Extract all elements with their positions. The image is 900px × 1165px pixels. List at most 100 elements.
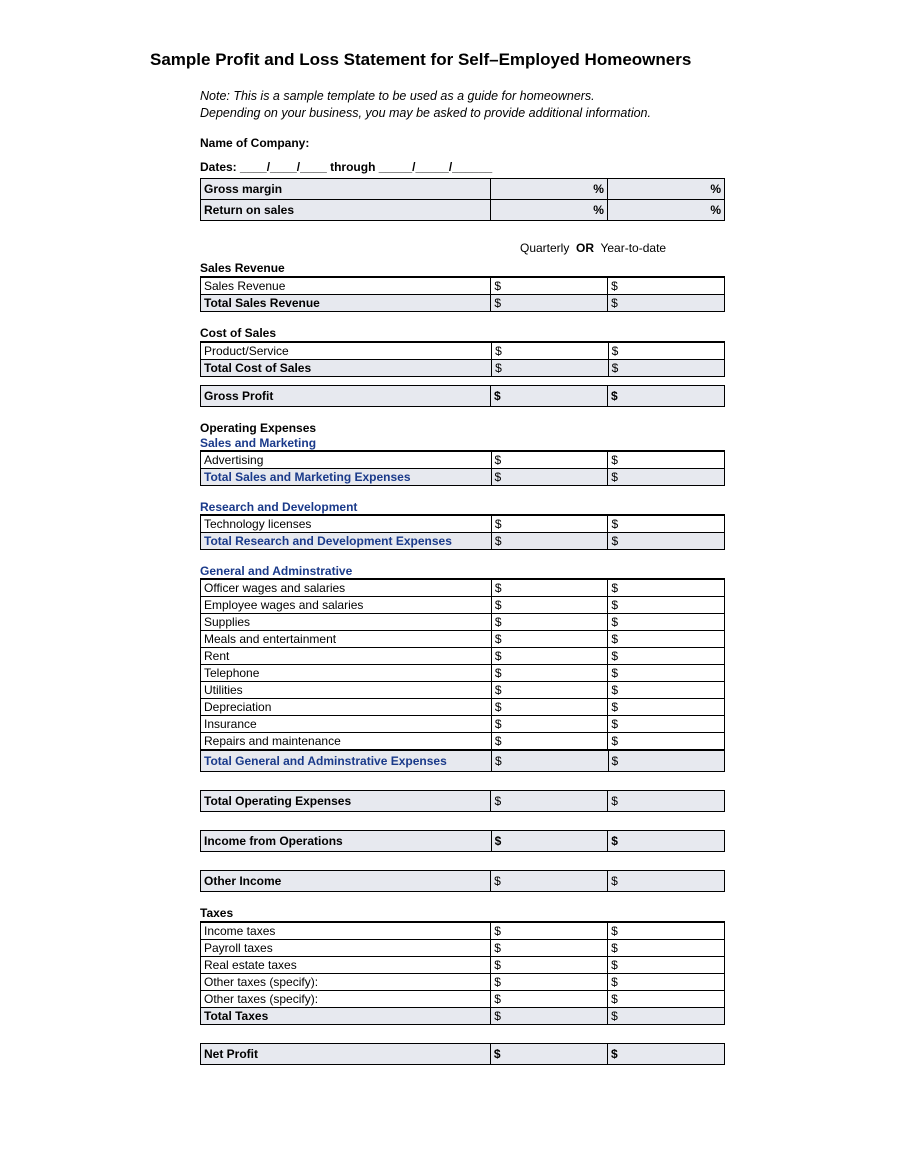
ga-row-label: Supplies [201,613,492,630]
amount-cell[interactable]: $ [608,1007,725,1024]
amount-cell[interactable]: $ [491,613,608,630]
amount-cell[interactable]: $ [491,277,608,294]
amount-cell[interactable]: $ [608,532,725,549]
ga-row-label: Employee wages and salaries [201,596,492,613]
net-profit-table: Net Profit $ $ [200,1043,725,1065]
amount-cell[interactable]: $ [491,515,608,532]
amount-cell[interactable]: $ [491,922,608,939]
amount-cell[interactable]: $ [491,1007,608,1024]
cost-of-sales-table: Product/Service $ $ Total Cost of Sales … [200,342,725,377]
total-sales-marketing-label: Total Sales and Marketing Expenses [201,468,492,485]
amount-cell[interactable]: $ [608,698,725,715]
gross-profit-label: Gross Profit [201,385,491,406]
amount-cell[interactable]: $ [608,922,725,939]
period-line: Quarterly OR Year-to-date [200,241,725,255]
operating-expenses-header: Operating Expenses [200,421,725,436]
amount-cell[interactable]: $ [608,750,725,771]
amount-cell[interactable]: $ [491,790,608,811]
period-ytd: Year-to-date [600,241,666,255]
amount-cell[interactable]: $ [491,870,608,891]
taxes-table: Income taxes$$ Payroll taxes$$ Real esta… [200,922,725,1025]
amount-cell[interactable]: $ [491,451,608,468]
amount-cell[interactable]: $ [608,681,725,698]
other-income-label: Other Income [201,870,491,891]
amount-cell[interactable]: $ [490,385,607,406]
advertising-label: Advertising [201,451,492,468]
amount-cell[interactable]: $ [608,277,725,294]
amount-cell[interactable]: $ [608,596,725,613]
amount-cell[interactable]: $ [491,715,608,732]
sales-marketing-table: Advertising $ $ Total Sales and Marketin… [200,451,725,486]
total-r-and-d-label: Total Research and Development Expenses [201,532,492,549]
amount-cell[interactable]: $ [608,451,725,468]
amount-cell[interactable]: $ [608,973,725,990]
amount-cell[interactable]: $ [608,732,725,749]
amount-cell[interactable]: $ [608,664,725,681]
amount-cell[interactable]: $ [608,790,725,811]
total-sales-revenue-label: Total Sales Revenue [201,294,491,311]
amount-cell[interactable]: $ [491,579,608,596]
g-and-a-table: Officer wages and salaries$$ Employee wa… [200,579,725,750]
amount-cell[interactable]: $ [608,630,725,647]
g-and-a-total-table: Total General and Adminstrative Expenses… [200,750,725,772]
ga-row-label: Rent [201,647,492,664]
income-from-ops-table: Income from Operations $ $ [200,830,725,852]
amount-cell[interactable]: $ [608,613,725,630]
period-or: OR [576,241,594,255]
ga-row-label: Utilities [201,681,492,698]
amount-cell[interactable]: $ [608,359,724,376]
amount-cell[interactable]: $ [491,681,608,698]
amount-cell[interactable]: $ [608,294,725,311]
gross-margin-col1: % [490,178,607,199]
taxes-header: Taxes [200,906,725,922]
ga-row-label: Insurance [201,715,492,732]
amount-cell[interactable]: $ [608,647,725,664]
r-and-d-header: Research and Development [200,500,725,515]
amount-cell[interactable]: $ [608,830,725,851]
amount-cell[interactable]: $ [491,830,608,851]
amount-cell[interactable]: $ [608,990,725,1007]
page-title: Sample Profit and Loss Statement for Sel… [150,50,750,70]
product-service-label: Product/Service [201,342,492,359]
amount-cell[interactable]: $ [491,939,608,956]
tax-row-label: Income taxes [201,922,491,939]
amount-cell[interactable]: $ [607,385,724,406]
amount-cell[interactable]: $ [491,664,608,681]
amount-cell[interactable]: $ [491,956,608,973]
return-on-sales-col2: % [607,199,724,220]
amount-cell[interactable]: $ [490,1043,607,1064]
metrics-table: Gross margin % % Return on sales % % [200,178,725,221]
other-income-table: Other Income $ $ [200,870,725,892]
amount-cell[interactable]: $ [608,579,725,596]
amount-cell[interactable]: $ [491,532,608,549]
gross-margin-col2: % [607,178,724,199]
amount-cell[interactable]: $ [608,342,724,359]
period-quarterly: Quarterly [520,241,569,255]
amount-cell[interactable]: $ [491,468,608,485]
sales-revenue-header: Sales Revenue [200,261,725,277]
amount-cell[interactable]: $ [608,956,725,973]
amount-cell[interactable]: $ [608,870,725,891]
amount-cell[interactable]: $ [491,732,608,749]
amount-cell[interactable]: $ [491,647,608,664]
amount-cell[interactable]: $ [491,630,608,647]
amount-cell[interactable]: $ [608,939,725,956]
ga-row-label: Meals and entertainment [201,630,492,647]
total-cost-of-sales-label: Total Cost of Sales [201,359,492,376]
sales-revenue-table: Sales Revenue $ $ Total Sales Revenue $ … [200,277,725,312]
return-on-sales-label: Return on sales [201,199,491,220]
amount-cell[interactable]: $ [492,359,608,376]
amount-cell[interactable]: $ [491,294,608,311]
amount-cell[interactable]: $ [607,1043,724,1064]
amount-cell[interactable]: $ [491,698,608,715]
total-g-and-a-label: Total General and Adminstrative Expenses [201,750,492,771]
amount-cell[interactable]: $ [491,596,608,613]
amount-cell[interactable]: $ [608,715,725,732]
amount-cell[interactable]: $ [608,515,725,532]
amount-cell[interactable]: $ [491,973,608,990]
company-name-label: Name of Company: [200,136,750,150]
amount-cell[interactable]: $ [492,342,608,359]
amount-cell[interactable]: $ [491,990,608,1007]
amount-cell[interactable]: $ [492,750,608,771]
amount-cell[interactable]: $ [608,468,725,485]
